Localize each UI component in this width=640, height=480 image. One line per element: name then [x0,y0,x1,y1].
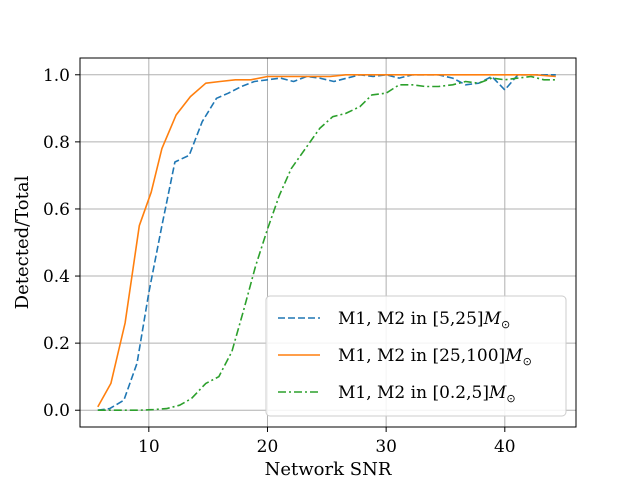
series-line-3 [97,75,556,412]
legend-mass-symbol: M [504,346,523,366]
x-tick-label: 20 [257,437,279,457]
legend-mass-symbol: M [483,309,502,329]
legend-mass-symbol: M [488,383,507,403]
x-tick-label: 10 [138,437,160,457]
plot-frame [79,57,577,428]
legend-label-text: M1, M2 in [0.2,5] [338,383,489,403]
legend-label-text: M1, M2 in [5,25] [338,309,484,329]
series-line-2 [97,74,556,408]
y-tick-label: 0.4 [43,267,70,287]
y-tick-label: 1.0 [43,66,70,86]
legend-sun-subscript: ⊙ [523,355,532,368]
ticks: 10 20 30 40 0.0 0.2 0.4 0.6 0.8 1.0 [43,66,516,457]
y-tick-label: 0.0 [43,401,70,421]
x-tick-label: 40 [494,437,516,457]
y-tick-label: 0.8 [43,133,70,153]
legend-sun-subscript: ⊙ [506,392,515,405]
y-tick-label: 0.2 [43,334,70,354]
y-tick-label: 0.6 [43,200,70,220]
series-layer [97,74,556,412]
legend-sun-subscript: ⊙ [501,318,510,331]
x-axis-label: Network SNR [265,459,392,480]
x-tick-label: 30 [375,437,397,457]
y-axis-label: Detected/Total [12,175,33,309]
legend-box [265,295,567,417]
legend-label-3: M1, M2 in [0.2,5]M⊙ [338,383,516,405]
legend-label-2: M1, M2 in [25,100]M⊙ [338,346,532,368]
legend: M1, M2 in [5,25]M⊙M1, M2 in [25,100]M⊙M1… [265,295,567,417]
legend-label-1: M1, M2 in [5,25]M⊙ [338,309,510,331]
legend-label-text: M1, M2 in [25,100] [338,346,505,366]
